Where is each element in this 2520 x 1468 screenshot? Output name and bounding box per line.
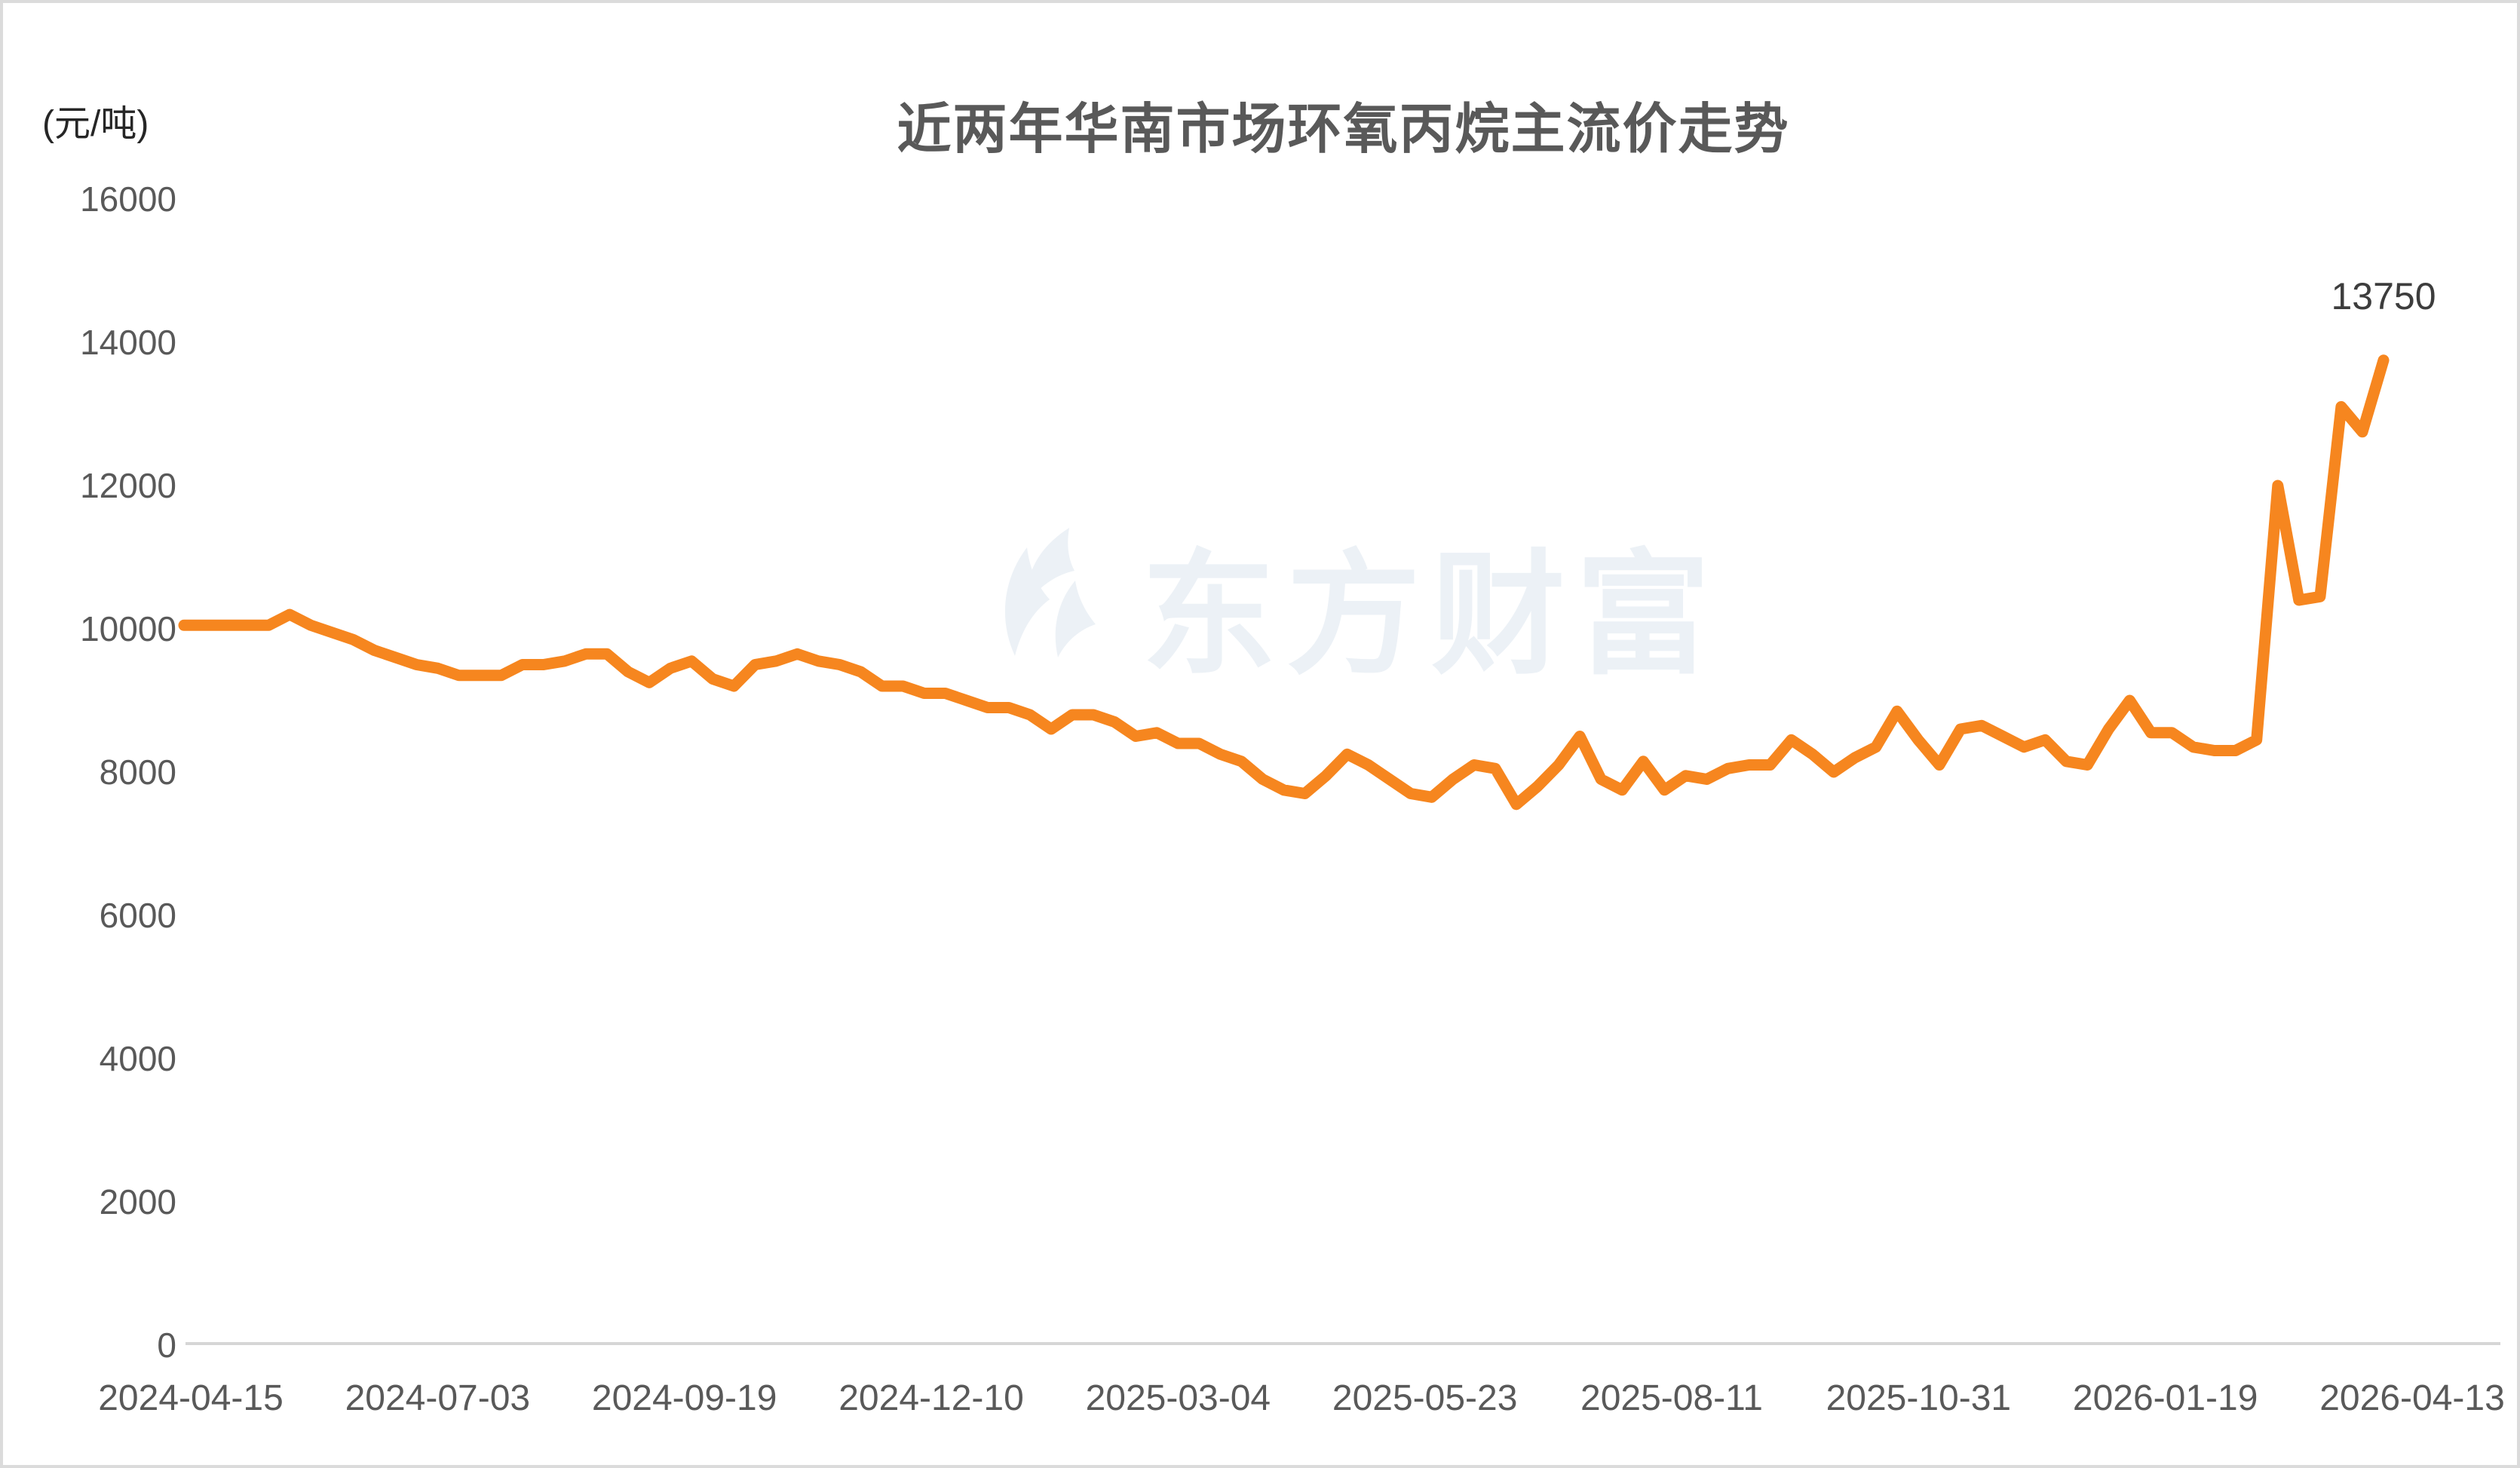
y-axis-tick-label: 14000 (80, 323, 176, 362)
last-point-data-label: 13750 (2331, 275, 2436, 317)
y-axis-tick-label: 8000 (100, 752, 176, 792)
y-axis-tick-label: 10000 (80, 609, 176, 648)
x-axis-tick-label: 2025-03-04 (1086, 1378, 1271, 1418)
y-axis-tick-label: 6000 (100, 896, 176, 935)
x-axis-tick-label: 2026-04-13 (2319, 1378, 2505, 1418)
x-axis-tick-label: 2024-12-10 (838, 1378, 1024, 1418)
y-axis-tick-label: 0 (157, 1325, 176, 1365)
y-axis-unit-label: (元/吨) (42, 104, 149, 144)
x-axis-tick-label: 2025-10-31 (1826, 1378, 2012, 1418)
x-axis-tick-label: 2025-08-11 (1580, 1378, 1763, 1418)
y-axis-tick-label: 12000 (80, 466, 176, 505)
x-axis-tick-label: 2024-04-15 (98, 1378, 284, 1418)
chart-svg: 0 2000 4000 6000 8000 10000 12000 14000 16000 202… (80, 179, 2505, 1418)
y-axis-tick-label: 2000 (100, 1182, 176, 1221)
x-axis-tick-label: 2024-07-03 (345, 1378, 531, 1418)
chart-title: 近两年华南市场环氧丙烷主流价走势 (897, 100, 1790, 160)
x-axis-tick-label: 2024-09-19 (592, 1378, 777, 1418)
y-axis-tick-label: 16000 (80, 179, 176, 219)
price-line (178, 354, 2390, 811)
y-axis-tick-label: 4000 (100, 1039, 176, 1078)
x-axis-tick-label: 2025-05-23 (1332, 1378, 1518, 1418)
x-axis-tick-label: 2026-01-19 (2073, 1378, 2258, 1418)
